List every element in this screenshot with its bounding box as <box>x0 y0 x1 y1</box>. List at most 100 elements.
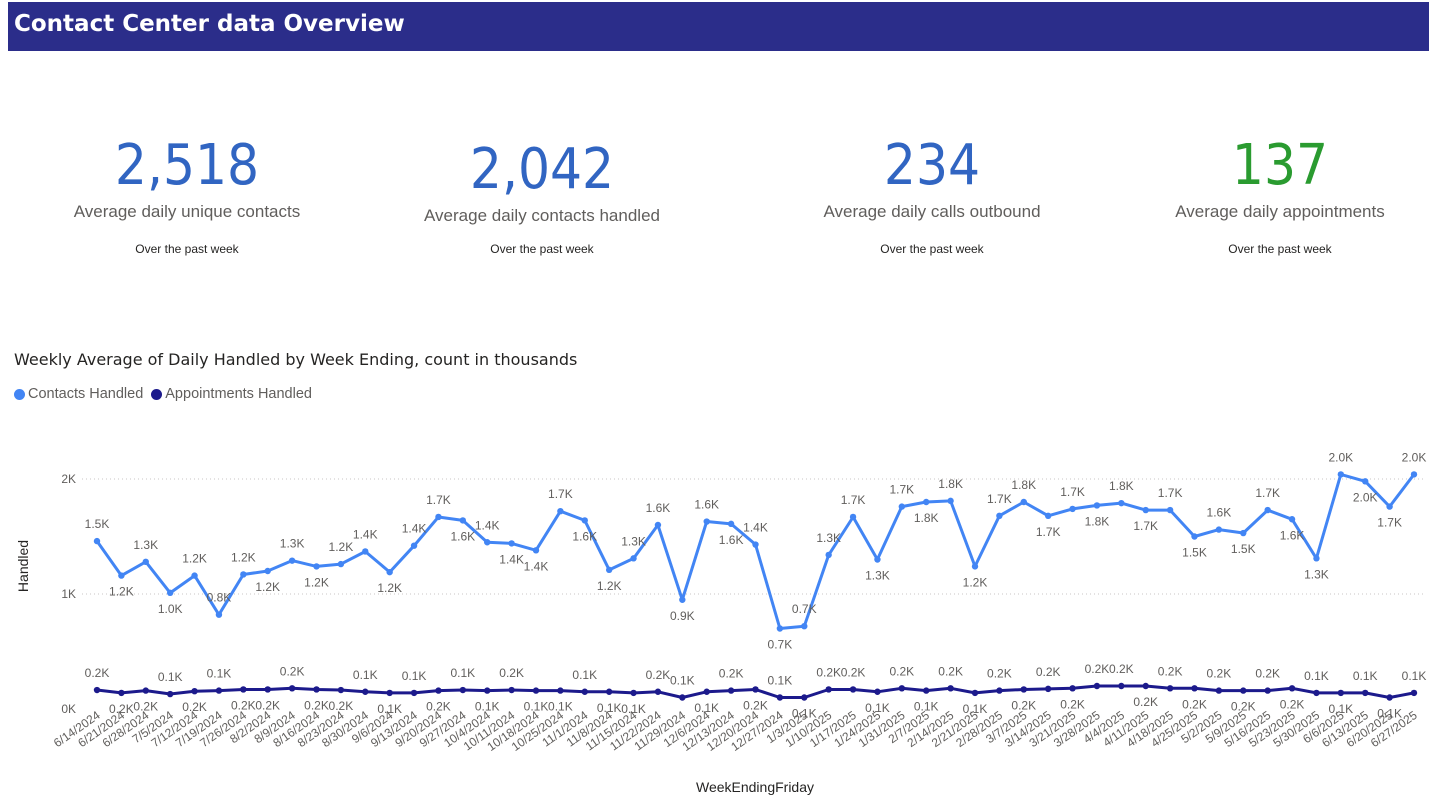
data-label: 0.7K <box>768 638 793 652</box>
data-point <box>142 558 149 565</box>
y-tick-label: 2K <box>61 472 76 486</box>
data-point <box>1142 682 1149 690</box>
data-point <box>630 689 637 697</box>
kpi-label: Average daily unique contacts <box>73 202 301 221</box>
chart-legend: Contacts Handled Appointments Handled <box>14 386 312 402</box>
data-point <box>264 567 271 575</box>
data-label: 0.1K <box>963 702 988 716</box>
x-axis: 6/14/20246/21/20246/28/20247/5/20247/12/… <box>51 708 1420 754</box>
data-label: 1.4K <box>524 559 549 573</box>
data-point <box>410 542 418 549</box>
data-point <box>1166 506 1174 514</box>
data-point <box>752 541 759 548</box>
data-label: 1.3K <box>621 534 646 548</box>
data-label: 0.1K <box>572 668 597 682</box>
data-point <box>288 685 296 692</box>
data-point <box>191 572 198 579</box>
data-point <box>410 689 418 697</box>
data-point <box>459 517 467 524</box>
data-point <box>947 497 954 505</box>
data-point <box>1337 689 1345 697</box>
data-label: 1.2K <box>597 579 622 593</box>
data-point <box>1191 685 1198 692</box>
legend-marker <box>14 388 25 400</box>
data-label: 0.2K <box>743 698 768 712</box>
data-label: 0.9K <box>670 609 695 623</box>
data-label: 1.8K <box>914 511 939 525</box>
data-point <box>654 688 662 695</box>
series-lines <box>93 471 1418 701</box>
data-point <box>630 555 637 562</box>
data-point <box>508 540 515 547</box>
data-point <box>1118 499 1125 507</box>
data-point <box>996 687 1003 694</box>
kpi-card-calls-outbound: 234 Average daily calls outbound Over th… <box>792 134 1072 257</box>
data-point <box>240 571 247 578</box>
data-label: 0.2K <box>1085 662 1110 676</box>
data-point <box>849 686 857 693</box>
data-point <box>1386 694 1393 701</box>
kpi-card-unique-contacts: 2,518 Average daily unique contacts Over… <box>47 133 327 257</box>
data-point <box>1215 526 1223 533</box>
data-label: 0.8K <box>207 591 232 605</box>
data-point <box>1288 685 1296 692</box>
data-label: 1.4K <box>475 518 500 532</box>
data-label: 1.6K <box>450 529 475 543</box>
data-point <box>1093 682 1101 690</box>
kpi-subtitle: Over the past week <box>490 242 594 256</box>
data-label: 0.2K <box>1011 698 1036 712</box>
legend-item-appointments[interactable]: Appointments Handled <box>151 386 312 402</box>
data-label: 0.1K <box>1304 669 1329 683</box>
data-point <box>1044 685 1052 693</box>
data-point <box>386 568 393 576</box>
data-label: 1.7K <box>1377 516 1402 530</box>
data-point <box>923 687 930 694</box>
data-point <box>1166 685 1174 692</box>
data-label: 0.1K <box>621 702 646 716</box>
data-point <box>118 689 125 697</box>
data-label: 1.2K <box>304 575 329 589</box>
data-point <box>1386 503 1393 510</box>
data-label: 1.5K <box>1182 546 1207 560</box>
data-label: 0.2K <box>304 698 329 712</box>
data-label: 1.6K <box>1207 506 1232 520</box>
data-label: 0.1K <box>158 670 183 684</box>
data-point <box>118 572 125 579</box>
data-point <box>1410 689 1418 697</box>
x-axis-title: WeekEndingFriday <box>696 779 814 795</box>
data-point <box>264 686 271 693</box>
report-title: Contact Center data Overview <box>14 11 405 37</box>
data-label: 1.7K <box>987 492 1012 506</box>
data-label: 1.8K <box>1085 514 1110 528</box>
data-label: 0.1K <box>1328 702 1353 716</box>
kpi-value: 2,518 <box>114 133 260 198</box>
data-label: 1.4K <box>499 552 524 566</box>
kpi-card-appointments: 137 Average daily appointments Over the … <box>1140 134 1420 257</box>
data-label: 0.2K <box>816 665 841 679</box>
data-label: 0.1K <box>1353 669 1378 683</box>
data-label: 0.1K <box>914 700 939 714</box>
data-label: 1.4K <box>353 527 378 541</box>
data-point <box>971 689 979 697</box>
data-point <box>971 563 979 570</box>
kpi-subtitle: Over the past week <box>1228 242 1332 256</box>
legend-item-contacts[interactable]: Contacts Handled <box>14 386 143 402</box>
data-point <box>484 539 491 546</box>
data-point <box>215 611 223 618</box>
data-label: 0.1K <box>548 700 573 714</box>
data-point <box>557 687 564 694</box>
data-label: 1.6K <box>694 498 719 512</box>
data-label: 0.2K <box>231 698 256 712</box>
data-point <box>166 589 174 597</box>
data-point <box>703 518 710 525</box>
data-point <box>362 688 369 695</box>
data-point <box>1191 533 1198 540</box>
data-label: 1.3K <box>865 569 890 583</box>
data-point <box>825 551 832 559</box>
data-point <box>898 685 906 692</box>
data-point <box>679 694 686 701</box>
data-label: 1.4K <box>402 522 427 536</box>
data-label: 0.1K <box>1377 707 1402 721</box>
data-point <box>386 689 393 697</box>
data-label: 0.2K <box>1182 697 1207 711</box>
